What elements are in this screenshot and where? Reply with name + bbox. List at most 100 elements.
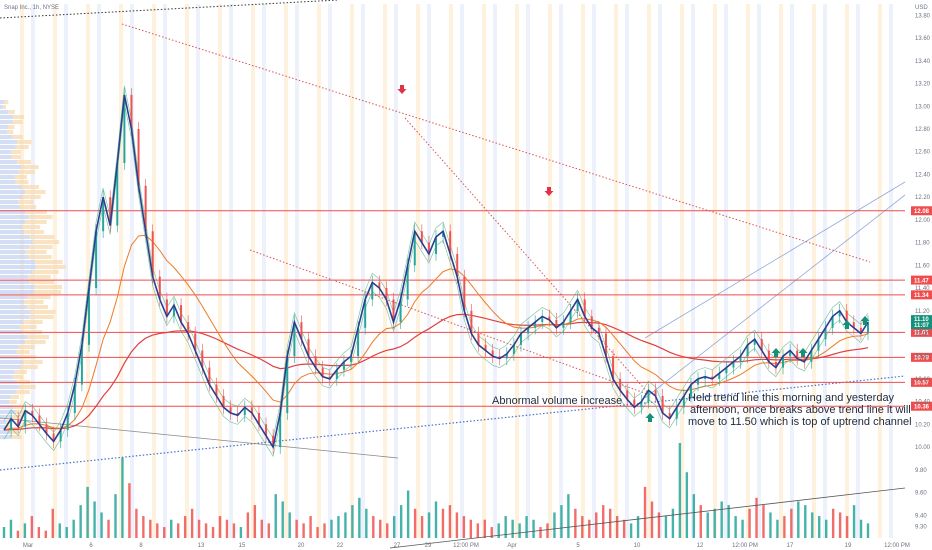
profile-bar — [0, 325, 21, 329]
x-tick-label: 12:00 PM — [732, 543, 758, 549]
price-level-badge — [911, 290, 932, 300]
volume-bar — [323, 523, 326, 538]
candle-body — [477, 333, 480, 345]
candle-body — [718, 373, 721, 379]
profile-bar — [0, 195, 23, 199]
downtrend-line — [121, 23, 871, 263]
y-axis: 13.80 13.60 13.40 13.20 13.00 12.80 12.60 12.40… — [915, 13, 931, 530]
volume-bar — [204, 523, 208, 538]
candle-body — [378, 282, 381, 289]
candle-body — [576, 299, 579, 311]
candle-body — [548, 316, 551, 320]
volume-bar — [267, 523, 270, 538]
session-stripe — [647, 4, 651, 538]
volume-bar — [769, 512, 772, 538]
candle-body — [364, 299, 367, 328]
volume-bar — [295, 519, 298, 538]
volume-bars — [2, 443, 870, 538]
y-tick-label: 12.60 — [915, 150, 931, 156]
volume-bar — [852, 505, 856, 538]
profile-bar — [21, 165, 39, 169]
volume-bar — [692, 494, 696, 538]
volume-bar — [532, 519, 535, 538]
profile-bar — [20, 365, 38, 369]
y-tick-label: 11.80 — [915, 241, 930, 247]
up-arrow-icon — [842, 320, 852, 329]
candle-body — [73, 384, 76, 414]
candle-body — [817, 339, 820, 351]
candle-body — [265, 424, 268, 436]
candle-body — [796, 350, 799, 359]
y-tick-label: 11.40 — [915, 286, 930, 292]
profile-bar — [0, 205, 20, 209]
y-tick-label: 11.20 — [915, 309, 930, 315]
profile-bar — [32, 240, 60, 244]
volume-bar — [218, 516, 222, 538]
volume-bar — [386, 523, 389, 538]
candle-body — [753, 339, 756, 345]
candle-body — [470, 310, 473, 334]
volume-bar — [553, 512, 556, 538]
annotation-line-1: Held trend line this morning and yesterd… — [688, 392, 895, 404]
volume-bar — [9, 519, 13, 538]
volume-bar — [121, 457, 124, 538]
volume-bar — [128, 483, 131, 538]
candle-body — [286, 356, 289, 414]
volume-bar — [525, 516, 528, 538]
candle-body — [116, 163, 119, 226]
profile-bar — [0, 170, 20, 174]
profile-bar — [30, 235, 55, 239]
x-tick-label: 22 — [337, 543, 344, 549]
session-stripe — [229, 4, 233, 538]
profile-bar — [0, 390, 17, 394]
uptrend-line — [644, 181, 906, 339]
volume-bar — [845, 516, 849, 538]
profile-bar — [0, 420, 7, 424]
volume-trend-line — [389, 487, 906, 549]
profile-bar — [0, 415, 13, 419]
profile-bar — [28, 245, 53, 249]
profile-bar — [14, 370, 27, 374]
session-stripe — [64, 4, 68, 538]
volume-bar — [762, 505, 765, 538]
candle-body — [95, 231, 98, 289]
profile-bar — [24, 230, 44, 234]
volume-bar — [615, 516, 619, 538]
profile-bar — [0, 225, 22, 229]
price-level-badge — [911, 401, 932, 411]
candle-body — [371, 282, 374, 300]
price-level-label: 11.47 — [914, 278, 929, 284]
candle-body — [661, 395, 664, 414]
price-levels: 12.08 11.47 11.34 11.01 10.79 10.57 10.36 11.10… — [0, 206, 932, 411]
profile-bar — [12, 120, 23, 124]
candle-body — [803, 358, 806, 362]
x-tick-label: 13 — [198, 543, 205, 549]
profile-bar — [25, 220, 47, 224]
candle-body — [307, 339, 310, 357]
profile-bar — [0, 285, 35, 289]
annotation-volume: Abnormal volume increase — [492, 395, 622, 407]
profile-bar — [0, 150, 12, 154]
profile-bar — [0, 140, 18, 144]
profile-bar — [16, 390, 30, 394]
profile-bar — [11, 435, 22, 439]
volume-bar — [574, 508, 577, 538]
volume-bar — [818, 516, 821, 538]
profile-bar — [29, 280, 55, 284]
candle-body — [272, 435, 275, 448]
y-tick-label: 13.80 — [915, 13, 931, 19]
volume-bar — [804, 505, 807, 538]
candle-body — [158, 276, 161, 300]
candle-body — [725, 367, 728, 374]
volume-bar — [831, 508, 835, 538]
profile-bar — [0, 395, 11, 399]
candle-body — [102, 197, 105, 232]
session-stripe — [823, 4, 827, 538]
profile-bar — [0, 230, 25, 234]
candle-body — [250, 407, 253, 414]
profile-bar — [0, 130, 8, 134]
volume-bar — [274, 494, 277, 538]
price-series — [3, 85, 869, 458]
x-tick-label: 20 — [298, 543, 305, 549]
